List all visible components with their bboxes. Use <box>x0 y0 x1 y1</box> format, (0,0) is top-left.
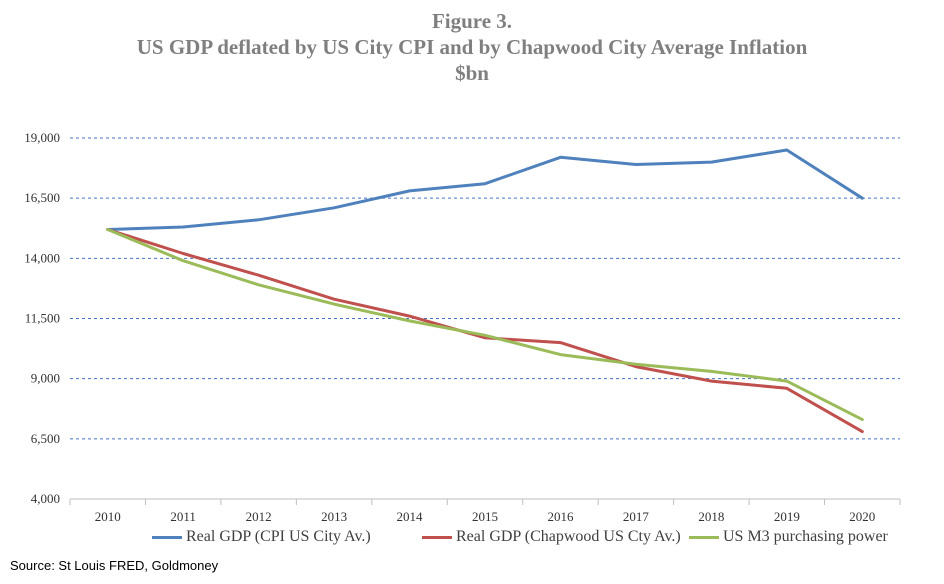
x-tick-label: 2012 <box>246 509 272 524</box>
chart-title-line-2: US GDP deflated by US City CPI and by Ch… <box>136 35 808 59</box>
x-tick-label: 2018 <box>698 509 724 524</box>
x-tick-label: 2016 <box>547 509 574 524</box>
x-tick-label: 2019 <box>774 509 800 524</box>
x-tick-label: 2017 <box>623 509 650 524</box>
x-tick-label: 2011 <box>170 509 196 524</box>
legend-item-chapwood-gdp: Real GDP (Chapwood US Cty Av.) <box>422 528 681 546</box>
y-tick-label: 16,500 <box>24 190 60 205</box>
y-tick-label: 6,500 <box>31 431 60 446</box>
chart-title-line-3: $bn <box>455 61 489 85</box>
series-line-chapwood-gdp <box>106 228 864 434</box>
legend-label-chapwood-gdp: Real GDP (Chapwood US Cty Av.) <box>456 528 681 545</box>
chart-title: Figure 3. US GDP deflated by US City CPI… <box>0 8 944 86</box>
y-tick-label: 4,000 <box>31 491 60 506</box>
y-tick-label: 9,000 <box>31 371 60 386</box>
legend-item-m3: US M3 purchasing power <box>689 528 888 546</box>
x-tick-label: 2020 <box>849 509 875 524</box>
series-line-m3 <box>106 228 864 422</box>
legend-label-cpi-gdp: Real GDP (CPI US City Av.) <box>186 528 371 545</box>
x-tick-label: 2015 <box>472 509 498 524</box>
y-tick-label: 11,500 <box>25 311 60 326</box>
y-tick-label: 14,000 <box>24 250 60 265</box>
x-tick-label: 2010 <box>95 509 121 524</box>
x-tick-label: 2014 <box>397 509 424 524</box>
series-line-cpi-gdp <box>106 148 864 231</box>
x-tick-label: 2013 <box>321 509 347 524</box>
legend-swatch-cpi-gdp <box>152 535 182 539</box>
legend-swatch-chapwood-gdp <box>422 535 452 539</box>
y-tick-label: 19,000 <box>24 130 60 145</box>
chart-title-line-1: Figure 3. <box>431 9 513 33</box>
source-note: Source: St Louis FRED, Goldmoney <box>10 558 219 573</box>
legend-item-cpi-gdp: Real GDP (CPI US City Av.) <box>152 528 371 546</box>
legend-swatch-m3 <box>689 535 719 539</box>
legend-label-m3: US M3 purchasing power <box>723 528 888 545</box>
chart-legend: Real GDP (CPI US City Av.) Real GDP (Cha… <box>0 528 944 548</box>
